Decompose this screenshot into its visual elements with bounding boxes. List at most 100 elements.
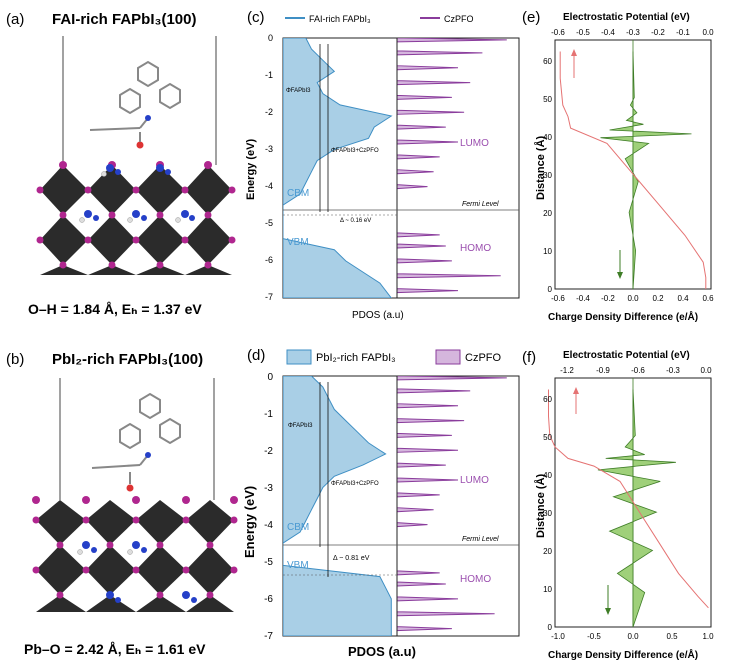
ytick-d-3: -3 [264,483,273,494]
ytick-e-5: 50 [543,95,552,104]
top-tick-e-3: -0.3 [626,28,640,37]
xlabel-d: PDOS (a.u) [348,644,416,659]
yticks-f: 0 10 20 30 40 50 60 [543,395,552,632]
ytick-c-2: -2 [265,107,273,117]
yticks-e: 0 10 20 30 40 50 60 [543,57,552,294]
delta-c: Δ ~ 0.16 eV [340,218,371,224]
legend-swatch-blue [286,349,312,365]
top-tick-f-4: 0.0 [700,366,712,375]
ylabel-f: Distance (Å) [534,473,547,538]
panel-e: (e) Electrostatic Potential (eV) Distanc… [522,9,714,323]
legend-right-d: CzPFO [465,352,502,364]
octahedra-layer-b [36,500,234,612]
bottom-tick-e-1: -0.4 [576,294,590,303]
ytick-c-5: -5 [265,218,273,228]
fermi-label-c: Fermi Level [462,201,499,208]
crystal-structure-a [36,36,236,275]
ytick-c-7: -7 [265,292,273,302]
charge-density-curve-e [600,51,692,290]
homo-label-d: HOMO [460,574,491,585]
panel-f: (f) Electrostatic Potential (eV) Distanc… [522,349,714,661]
top-tick-f-0: -1.2 [560,366,574,375]
ytick-f-6: 60 [543,395,552,404]
bond-energy-a: O–H = 1.84 Å, Eₕ = 1.37 eV [28,301,202,317]
bottom-axis-title-e: Charge Density Difference (e/Å) [548,310,698,323]
top-tick-f-3: -0.3 [666,366,680,375]
ytick-c-1: -1 [265,70,273,80]
octahedra-layer-a [40,165,232,275]
panel-a-label: (a) [6,11,24,28]
phi-top-c: ΦFAPbI3 [286,88,311,94]
electrostatic-potential-curve-e [559,51,707,289]
lumo-label-d: LUMO [460,475,489,486]
delta-d: Δ ~ 0.81 eV [333,555,370,562]
legend-right-c: CzPFO [444,14,474,24]
electrostatic-potential-curve-f [548,389,709,609]
top-axis-title-f: Electrostatic Potential (eV) [563,350,690,361]
cbm-label-d: CBM [287,522,309,533]
panel-d: (d) PbI₂-rich FAPbI₃ CzPFO ΦFAPbI3 ΦFAPb… [242,347,520,659]
top-axis-title-e: Electrostatic Potential (eV) [563,12,690,23]
legend-left-c: FAI-rich FAPbI₃ [309,14,371,24]
top-tick-e-4: -0.2 [651,28,665,37]
ytick-f-0: 0 [548,623,553,632]
ytick-c-0: 0 [268,33,273,43]
panel-f-label: (f) [522,349,536,366]
legend-left-d: PbI₂-rich FAPbI₃ [316,352,396,364]
top-tick-e-5: -0.1 [676,28,690,37]
bottom-axis-title-f: Charge Density Difference (e/Å) [548,648,698,661]
ytick-e-2: 20 [543,209,552,218]
yticks-d: 0 -1 -2 -3 -4 -5 -6 -7 [264,372,273,642]
panel-d-label: (d) [247,347,265,364]
top-tick-f-1: -0.9 [596,366,610,375]
ylabel-e: Distance (Å) [534,135,547,200]
bottom-tick-f-3: 0.5 [666,632,678,641]
panel-a: (a) FAI-rich FAPbI₃(100) [6,11,236,317]
arrows-e [571,49,623,279]
panel-b-label: (b) [6,351,24,368]
vbm-label-c: VBM [287,237,309,248]
panel-e-label: (e) [522,9,540,26]
phi-bottom-c: ΦFAPbI3+CzPFO [331,148,379,154]
ytick-e-3: 30 [543,171,552,180]
panel-b: (b) PbI₂-rich FAPbI₃(100) [6,351,238,657]
czpfo-molecule-a [89,60,181,149]
ytick-d-4: -4 [264,520,273,531]
ylabel-d: Energy (eV) [242,486,257,558]
bottom-tick-f-2: 0.0 [627,632,639,641]
ytick-f-4: 40 [543,471,552,480]
bottom-tick-e-4: 0.2 [652,294,664,303]
ytick-f-2: 20 [543,547,552,556]
ytick-c-3: -3 [265,144,273,154]
phi-top-d: ΦFAPbI3 [288,423,313,429]
ytick-e-0: 0 [548,285,553,294]
ytick-e-1: 10 [543,247,552,256]
ytick-e-6: 60 [543,57,552,66]
bottom-tick-f-0: -1.0 [551,632,565,641]
fa-cations-a [79,164,195,223]
iodine-atoms-a [36,161,236,269]
ytick-f-5: 50 [543,433,552,442]
phi-bottom-d: ΦFAPbI3+CzPFO [331,481,379,487]
legend-swatch-purple [435,349,461,365]
bottom-ticks-f: -1.0 -0.5 0.0 0.5 1.0 [551,632,714,641]
ytick-f-1: 10 [543,585,552,594]
ytick-d-6: -6 [264,594,273,605]
bottom-tick-e-6: 0.6 [702,294,714,303]
ytick-d-2: -2 [264,446,273,457]
bottom-tick-e-5: 0.4 [677,294,689,303]
ytick-e-4: 40 [543,133,552,142]
top-tick-e-6: 0.0 [702,28,714,37]
ytick-f-3: 30 [543,509,552,518]
crystal-structure-b [32,378,238,612]
top-ticks-f: -1.2 -0.9 -0.6 -0.3 0.0 [560,366,712,375]
pdos-area-fapbi3-d [283,376,392,636]
pdos-area-fapbi3-c [283,38,393,298]
ylabel-c: Energy (eV) [245,139,257,200]
xlabel-c: PDOS (a.u) [352,310,404,321]
panel-b-title: PbI₂-rich FAPbI₃(100) [52,351,203,368]
ytick-c-6: -6 [265,255,273,265]
bottom-tick-e-2: -0.2 [601,294,615,303]
ytick-d-0: 0 [267,372,273,383]
panel-a-title: FAI-rich FAPbI₃(100) [52,11,196,28]
